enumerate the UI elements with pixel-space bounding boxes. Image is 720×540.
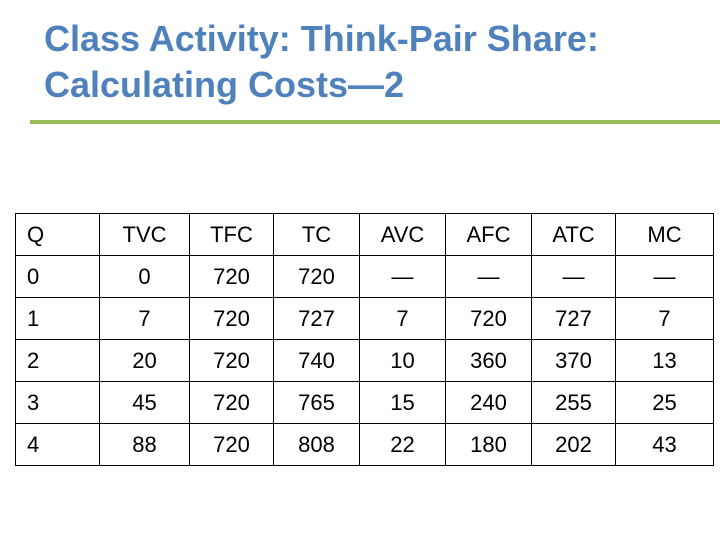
table-row: 1 7 720 727 7 720 727 7 <box>15 297 714 340</box>
table-cell: 765 <box>273 381 360 424</box>
table-cell: 727 <box>273 297 360 340</box>
table-cell: 370 <box>531 339 616 382</box>
table-cell: 1 <box>15 297 100 340</box>
table-cell: 0 <box>15 255 100 298</box>
table-cell: 202 <box>531 423 616 466</box>
table-cell: 240 <box>445 381 532 424</box>
table-cell: 808 <box>273 423 360 466</box>
table-cell: 720 <box>189 255 274 298</box>
header-cell-atc: ATC <box>531 213 616 256</box>
header-cell-mc: MC <box>615 213 714 256</box>
table-cell: 720 <box>189 339 274 382</box>
table-header-row: Q TVC TFC TC AVC AFC ATC MC <box>15 213 714 256</box>
table-cell: 255 <box>531 381 616 424</box>
header-cell-avc: AVC <box>359 213 446 256</box>
table-cell: 25 <box>615 381 714 424</box>
table-cell: 20 <box>99 339 190 382</box>
cost-table: Q TVC TFC TC AVC AFC ATC MC 0 0 720 720 … <box>15 213 714 466</box>
table-cell: 7 <box>99 297 190 340</box>
header-cell-q: Q <box>15 213 100 256</box>
table-cell: — <box>615 255 714 298</box>
table-cell: 720 <box>273 255 360 298</box>
table-cell: — <box>445 255 532 298</box>
table-cell: 720 <box>445 297 532 340</box>
table-cell: 3 <box>15 381 100 424</box>
header-cell-afc: AFC <box>445 213 532 256</box>
table-cell: 180 <box>445 423 532 466</box>
header-cell-tc: TC <box>273 213 360 256</box>
table-cell: — <box>359 255 446 298</box>
table-cell: 740 <box>273 339 360 382</box>
slide-title-line-2: Calculating Costs—2 <box>44 64 405 105</box>
table-row: 0 0 720 720 — — — — <box>15 255 714 298</box>
table-cell: 15 <box>359 381 446 424</box>
table-cell: 88 <box>99 423 190 466</box>
slide-title-line-1: Class Activity: Think-Pair Share: <box>44 18 599 59</box>
table-cell: 2 <box>15 339 100 382</box>
table-cell: 360 <box>445 339 532 382</box>
slide-title: Class Activity: Think-Pair Share: Calcul… <box>44 16 704 108</box>
table-cell: 720 <box>189 297 274 340</box>
table-row: 3 45 720 765 15 240 255 25 <box>15 381 714 424</box>
table-cell: 7 <box>359 297 446 340</box>
table-cell: 45 <box>99 381 190 424</box>
table-cell: — <box>531 255 616 298</box>
table-cell: 10 <box>359 339 446 382</box>
table-cell: 720 <box>189 381 274 424</box>
table-cell: 727 <box>531 297 616 340</box>
table-cell: 13 <box>615 339 714 382</box>
table-cell: 7 <box>615 297 714 340</box>
table-cell: 720 <box>189 423 274 466</box>
table-cell: 22 <box>359 423 446 466</box>
table-cell: 4 <box>15 423 100 466</box>
header-cell-tfc: TFC <box>189 213 274 256</box>
table-cell: 0 <box>99 255 190 298</box>
table-row: 2 20 720 740 10 360 370 13 <box>15 339 714 382</box>
title-divider <box>30 120 720 124</box>
header-cell-tvc: TVC <box>99 213 190 256</box>
table-row: 4 88 720 808 22 180 202 43 <box>15 423 714 466</box>
table-cell: 43 <box>615 423 714 466</box>
